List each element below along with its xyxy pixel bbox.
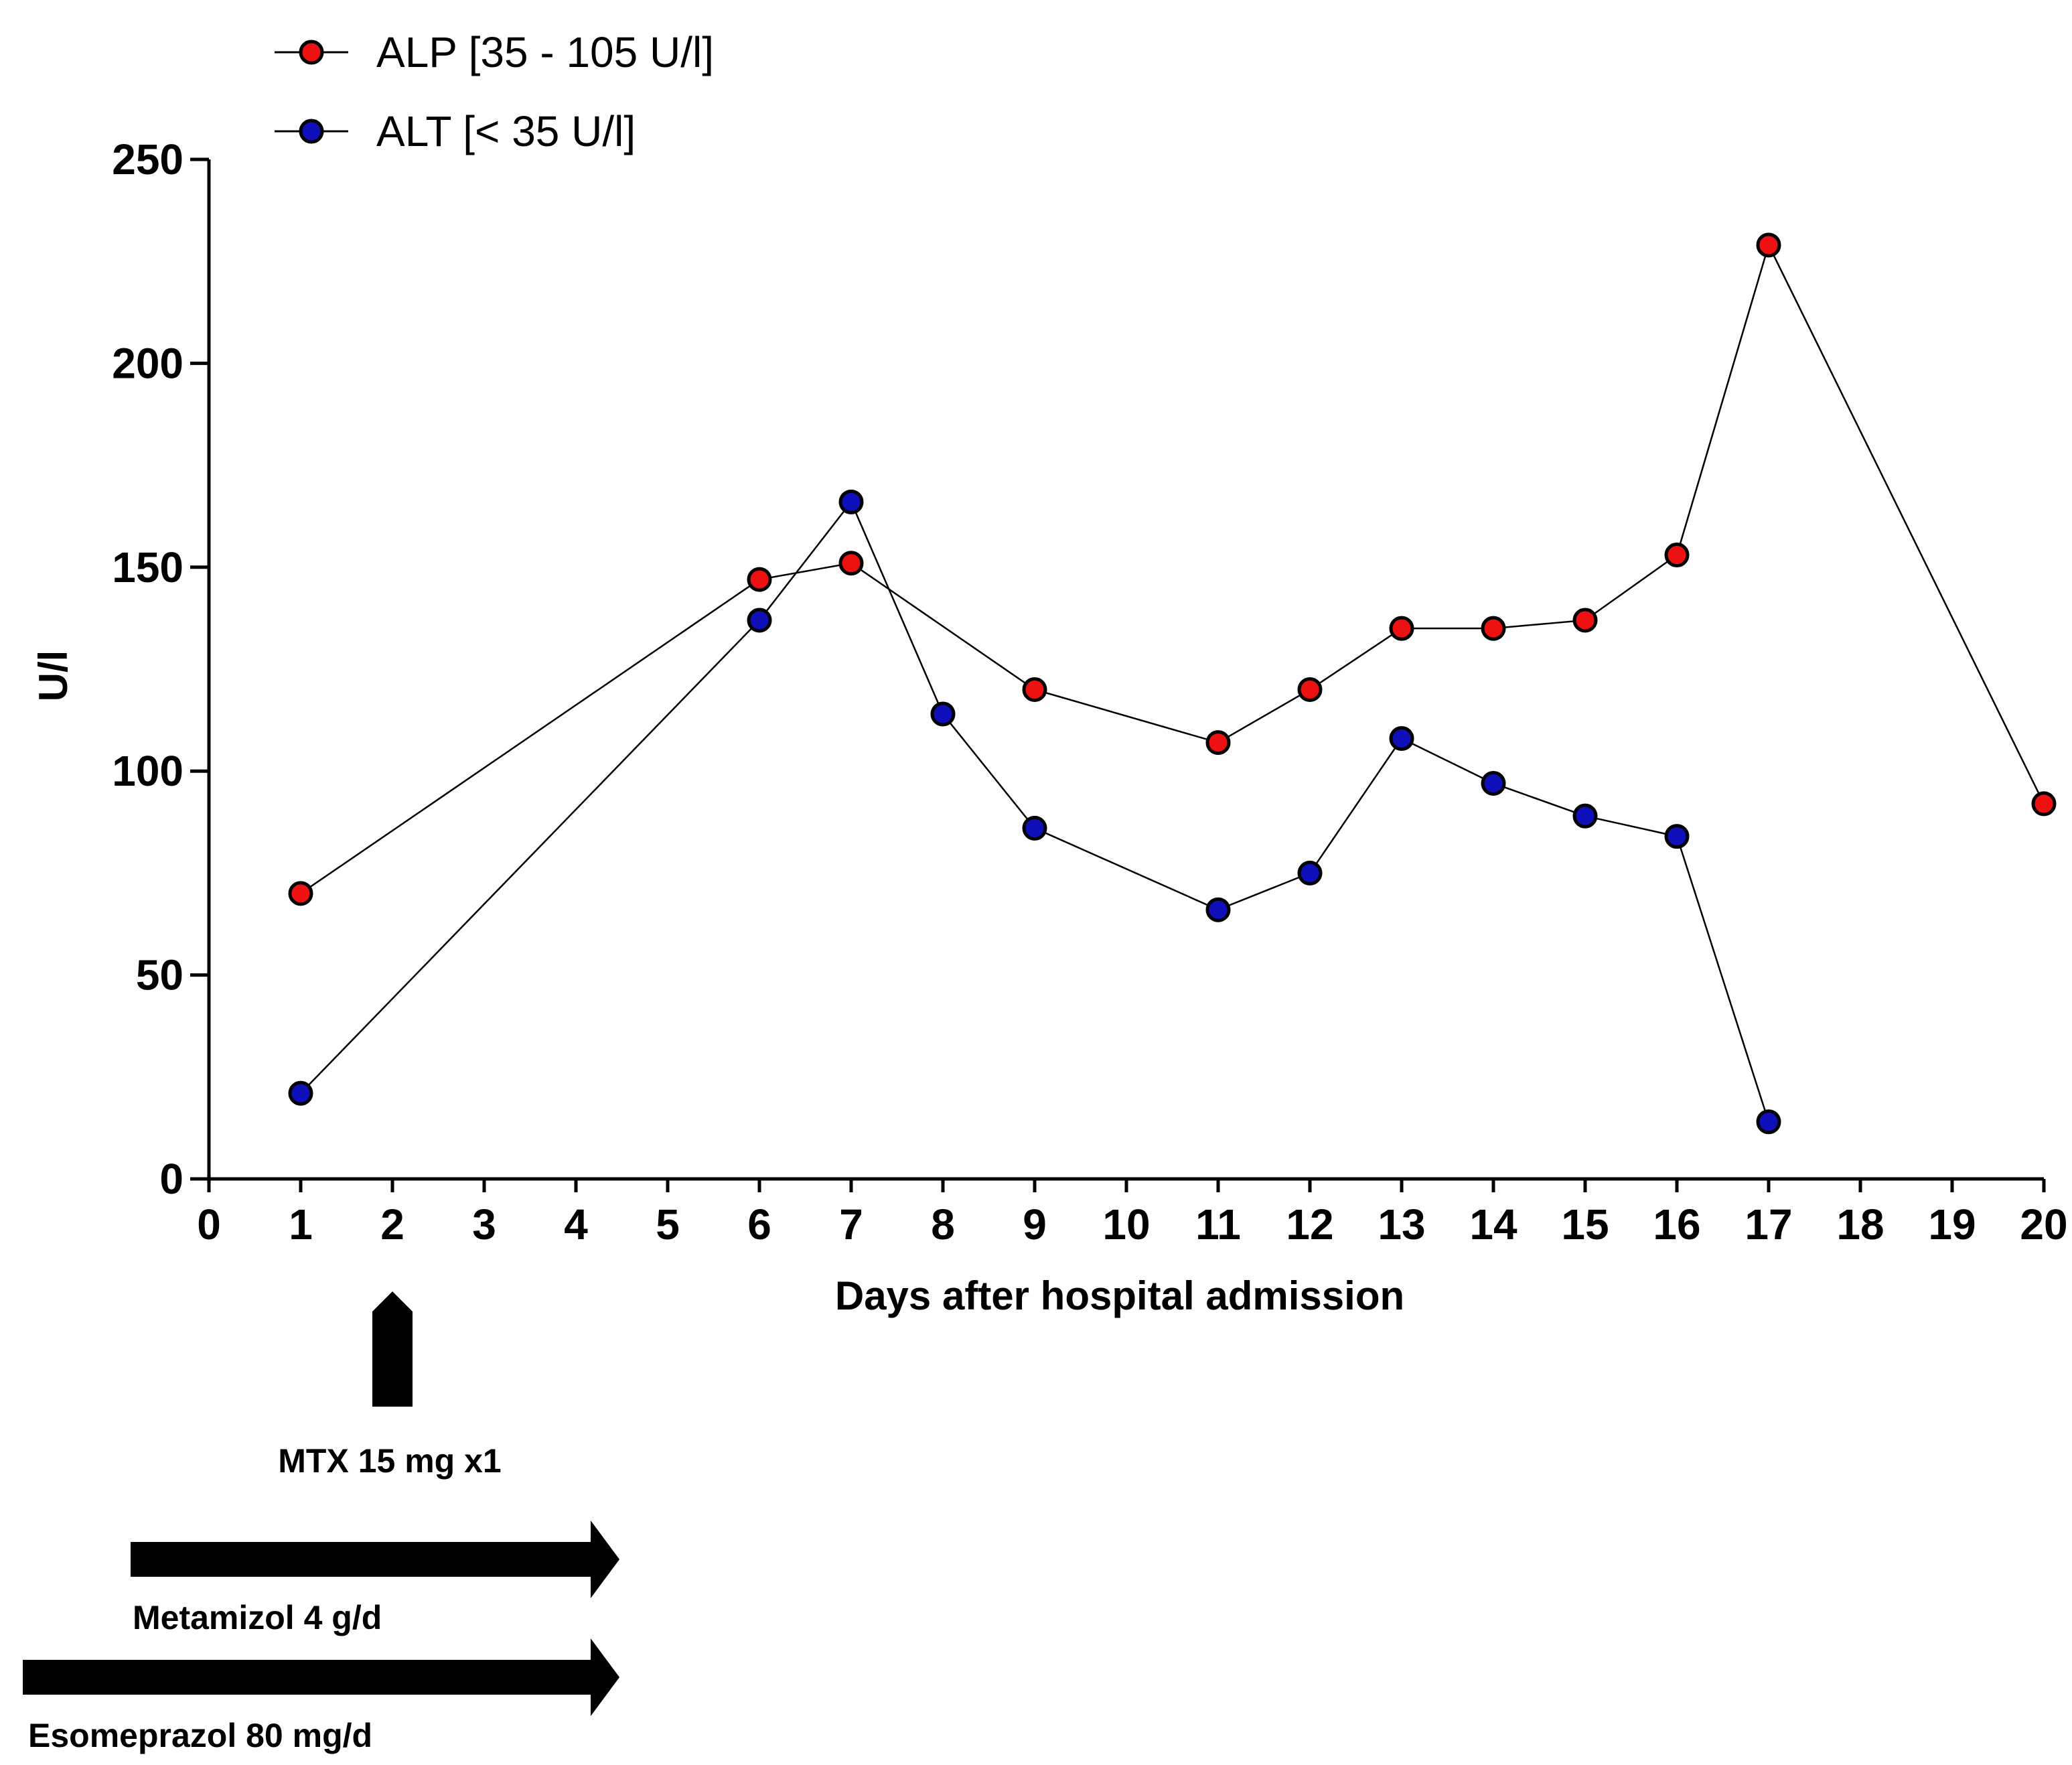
legend-marker-0 (299, 40, 324, 65)
x-tick-label: 20 (2020, 1200, 2067, 1249)
x-tick-label: 6 (747, 1200, 771, 1249)
mtx-dose-label: MTX 15 mg x1 (278, 1442, 501, 1480)
x-tick-label: 18 (1836, 1200, 1884, 1249)
data-point-series-0 (1205, 730, 1231, 756)
annotations: MTX 15 mg x1 Metamizol 4 g/d Esomeprazol 8… (23, 1291, 619, 1754)
legend-marker-1 (299, 119, 324, 144)
data-point-series-0 (838, 551, 864, 576)
data-point-series-1 (1756, 1109, 1781, 1135)
legend-label-1: ALT [< 35 U/l] (376, 107, 636, 155)
x-axis-title: Days after hospital admission (835, 1273, 1404, 1318)
data-point-series-0 (1297, 677, 1323, 702)
x-tick-label: 1 (289, 1200, 313, 1249)
data-point-series-0 (1481, 616, 1506, 641)
metamizol-arrow (131, 1521, 619, 1598)
data-point-series-1 (747, 608, 772, 633)
y-tick-label: 0 (159, 1155, 183, 1203)
y-axis-title: U/l (31, 650, 76, 702)
series-line-0 (300, 242, 2045, 894)
y-tick-label: 250 (112, 135, 183, 184)
data-point-series-0 (2031, 791, 2057, 817)
x-tick-label: 0 (197, 1200, 221, 1249)
data-point-series-1 (288, 1080, 313, 1106)
x-tick-label: 4 (564, 1200, 588, 1249)
esomeprazol-arrow (23, 1638, 619, 1716)
data-point-series-1 (1205, 897, 1231, 922)
legend-label-0: ALP [35 - 105 U/l] (376, 28, 714, 76)
data-point-series-0 (1664, 543, 1690, 568)
data-point-series-0 (1022, 677, 1047, 702)
data-point-series-1 (838, 489, 864, 514)
x-tick-label: 2 (380, 1200, 404, 1249)
x-tick-label: 12 (1286, 1200, 1333, 1249)
data-point-series-1 (1481, 770, 1506, 796)
x-tick-label: 10 (1102, 1200, 1150, 1249)
x-tick-label: 8 (931, 1200, 955, 1249)
series-line-1 (300, 500, 1770, 1123)
data-point-series-0 (1756, 232, 1781, 258)
data-point-series-1 (930, 701, 956, 727)
y-tick-label: 200 (112, 339, 183, 387)
y-tick-label: 50 (136, 951, 183, 999)
x-tick-label: 19 (1928, 1200, 1976, 1249)
x-tick-label: 17 (1745, 1200, 1792, 1249)
y-axis: 0 50 100 150 200 250 (112, 135, 211, 1203)
data-point-series-1 (1297, 860, 1323, 886)
x-tick-label: 7 (839, 1200, 863, 1249)
data-point-series-1 (1572, 803, 1598, 829)
x-tick-label: 13 (1378, 1200, 1425, 1249)
y-tick-label: 150 (112, 543, 183, 591)
x-tick-label: 16 (1653, 1200, 1700, 1249)
x-tick-label: 5 (656, 1200, 680, 1249)
x-tick-label: 14 (1469, 1200, 1518, 1249)
mtx-dose-arrow (372, 1291, 413, 1407)
y-tick-label: 100 (112, 747, 183, 795)
data-point-series-0 (747, 567, 772, 592)
data-point-series-0 (1389, 616, 1414, 641)
data-point-series-1 (1664, 824, 1690, 849)
x-tick-label: 11 (1195, 1200, 1241, 1249)
data-point-series-1 (1022, 815, 1047, 841)
data-point-series-1 (1389, 725, 1414, 751)
x-tick-label: 15 (1561, 1200, 1609, 1249)
x-tick-label: 9 (1023, 1200, 1047, 1249)
x-axis: 0 1 2 3 4 5 6 7 8 9 10 11 12 13 14 15 16 17 18 19 20 (197, 1177, 2068, 1249)
metamizol-label: Metamizol 4 g/d (133, 1599, 382, 1636)
data-point-series-0 (288, 881, 313, 906)
esomeprazol-label: Esomeprazol 80 mg/d (28, 1717, 372, 1754)
x-tick-label: 3 (472, 1200, 496, 1249)
data-point-series-0 (1572, 608, 1598, 633)
legend: ALP [35 - 105 U/l] ALT [< 35 U/l] (275, 28, 714, 155)
plot-area (288, 232, 2057, 1135)
